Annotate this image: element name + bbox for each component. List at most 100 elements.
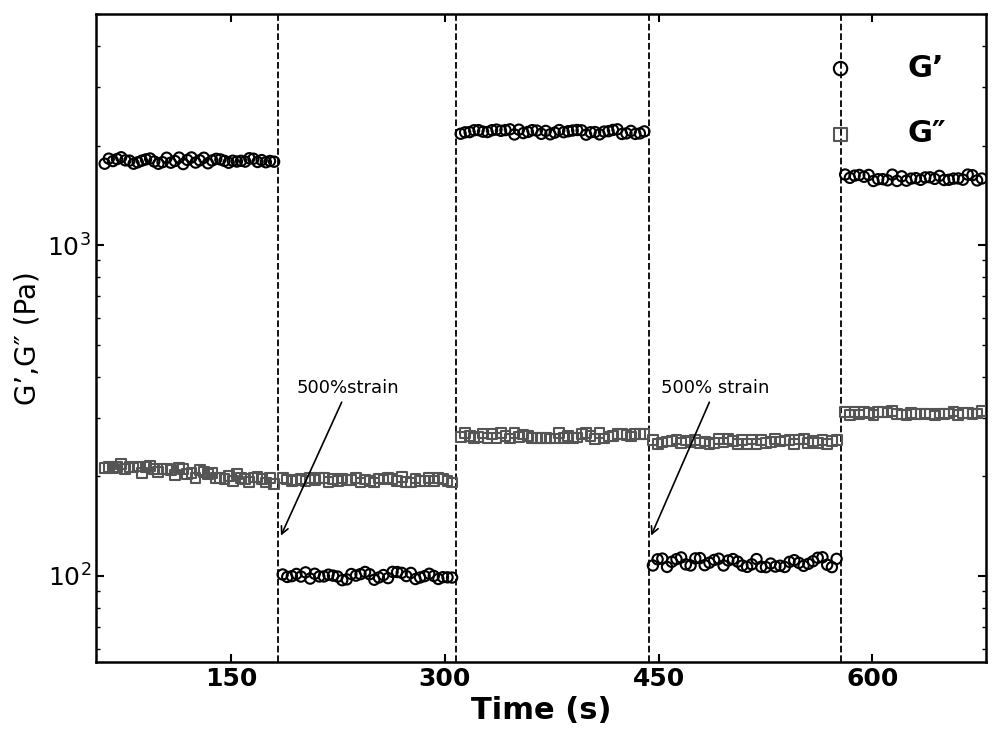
G″ (109, 461, 125, 473)
Point (767, 561, 783, 573)
Point (903, 407, 919, 419)
Point (533, 432, 549, 444)
Point (440, 571, 456, 583)
Point (614, 428, 630, 440)
G″ (138, 461, 154, 473)
Point (542, 432, 558, 444)
Point (829, 434, 845, 446)
Point (960, 168, 976, 180)
Point (394, 471, 410, 483)
Point (847, 406, 863, 418)
Point (946, 173, 962, 185)
G’ (262, 155, 278, 167)
Point (298, 475, 314, 487)
Point (605, 124, 621, 136)
Point (430, 471, 446, 483)
G’ (254, 154, 270, 166)
Point (974, 173, 990, 185)
Point (551, 427, 567, 439)
Point (725, 554, 741, 565)
G’ (241, 152, 257, 164)
Point (547, 126, 563, 138)
Point (974, 406, 990, 418)
Point (744, 434, 760, 446)
Point (941, 408, 957, 420)
G’ (245, 153, 261, 165)
Point (889, 175, 905, 187)
Point (889, 409, 905, 420)
G″ (179, 468, 195, 480)
Point (946, 406, 962, 418)
Point (578, 129, 594, 140)
G’ (266, 156, 282, 168)
Point (875, 173, 891, 185)
Point (645, 435, 661, 446)
Point (493, 125, 509, 137)
Point (659, 561, 675, 573)
G’ (167, 155, 183, 167)
Point (320, 477, 336, 488)
Point (701, 556, 717, 568)
Point (417, 474, 433, 486)
Point (814, 551, 830, 563)
Point (800, 558, 816, 570)
Point (569, 124, 585, 136)
Point (279, 571, 295, 583)
Point (320, 569, 336, 581)
Point (837, 168, 853, 180)
Point (810, 552, 826, 564)
Point (829, 553, 845, 565)
Point (380, 572, 396, 584)
Point (515, 127, 531, 139)
Point (964, 169, 980, 181)
Point (551, 124, 567, 136)
Point (298, 567, 314, 579)
G″ (204, 467, 220, 479)
Point (796, 560, 812, 572)
G″ (262, 472, 278, 484)
Point (524, 124, 540, 136)
Point (777, 561, 793, 573)
Point (339, 474, 355, 486)
Point (385, 474, 401, 486)
G’ (171, 151, 187, 163)
Point (430, 573, 446, 585)
Point (861, 169, 877, 181)
Point (421, 568, 437, 579)
Point (627, 428, 643, 440)
Point (922, 409, 938, 420)
Point (650, 554, 666, 565)
Point (375, 474, 391, 486)
Point (375, 569, 391, 581)
Point (725, 435, 741, 447)
Point (493, 427, 509, 439)
Point (284, 475, 300, 487)
Point (894, 409, 910, 420)
Point (664, 556, 680, 568)
Point (913, 408, 929, 420)
Point (293, 571, 309, 582)
G″ (105, 463, 121, 474)
Point (578, 427, 594, 439)
Point (412, 571, 428, 583)
G’ (188, 157, 204, 168)
Point (440, 475, 456, 487)
G″ (245, 471, 261, 483)
Point (462, 430, 478, 442)
Point (645, 559, 661, 571)
G″ (167, 469, 183, 481)
Point (851, 169, 867, 181)
G″ (142, 460, 158, 472)
Point (529, 125, 545, 137)
Point (288, 568, 304, 580)
Point (870, 406, 886, 418)
Point (969, 174, 985, 186)
Point (819, 559, 835, 571)
X-axis label: Time (s): Time (s) (471, 696, 611, 725)
Point (739, 438, 755, 450)
Point (654, 553, 670, 565)
Point (339, 573, 355, 585)
Point (398, 476, 414, 488)
G’ (105, 155, 121, 167)
Point (734, 434, 750, 446)
